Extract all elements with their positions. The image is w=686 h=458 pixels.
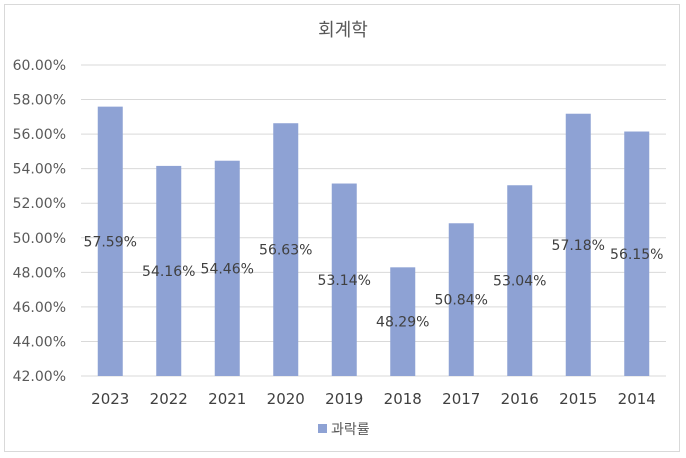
data-label-2021: 54.46%: [201, 261, 254, 277]
legend-swatch: [318, 424, 327, 433]
y-tick-label: 50.00%: [13, 231, 66, 247]
x-tick-label: 2021: [208, 390, 246, 408]
x-tick-label: 2022: [150, 390, 188, 408]
bar-2015: [565, 113, 591, 377]
data-label-2018: 48.29%: [376, 315, 429, 331]
data-label-2015: 57.18%: [552, 238, 605, 254]
data-label-2020: 56.63%: [259, 243, 312, 259]
bar-2014: [624, 131, 650, 376]
bar-2021: [214, 160, 240, 376]
bar-2016: [507, 185, 533, 376]
data-labels: 57.59% 54.16% 54.46% 56.63% 53.14% 48.29% 50.8…: [84, 234, 664, 330]
bar-2018: [390, 267, 416, 376]
y-tick-label: 48.00%: [13, 265, 66, 281]
data-label-2023: 57.59%: [84, 234, 137, 250]
y-tick-label: 58.00%: [13, 93, 66, 109]
x-tick-label: 2016: [501, 390, 539, 408]
legend: 과락률: [318, 422, 370, 438]
y-tick-label: 54.00%: [13, 162, 66, 178]
x-tick-label: 2014: [618, 390, 656, 408]
y-tick-label: 56.00%: [13, 127, 66, 143]
y-tick-label: 42.00%: [13, 369, 66, 385]
y-tick-label: 46.00%: [13, 300, 66, 316]
chart-title: 회계학: [318, 20, 368, 41]
bar-2019: [331, 183, 357, 376]
data-label-2022: 54.16%: [142, 264, 195, 280]
y-tick-label: 44.00%: [13, 334, 66, 350]
data-label-2019: 53.14%: [318, 273, 371, 289]
bars: [97, 106, 650, 377]
y-axis-ticks: 60.00% 58.00% 56.00% 54.00% 52.00% 50.00% 48.0…: [13, 58, 66, 385]
bar-2023: [97, 106, 123, 377]
legend-label: 과락률: [331, 422, 370, 438]
x-tick-label: 2018: [384, 390, 422, 408]
bar-2022: [156, 165, 182, 376]
data-label-2017: 50.84%: [435, 293, 488, 309]
bar-2020: [273, 123, 299, 377]
x-axis-ticks: 2023 2022 2021 2020 2019 2018 2017 2016 2015 2014: [91, 390, 656, 408]
data-label-2014: 56.15%: [610, 247, 663, 263]
x-tick-label: 2020: [267, 390, 305, 408]
x-tick-label: 2015: [559, 390, 597, 408]
y-tick-label: 60.00%: [13, 58, 66, 74]
x-tick-label: 2017: [442, 390, 480, 408]
x-tick-label: 2019: [325, 390, 363, 408]
bar-2017: [448, 223, 474, 376]
x-tick-label: 2023: [91, 390, 129, 408]
data-label-2016: 53.04%: [493, 274, 546, 290]
y-tick-label: 52.00%: [13, 196, 66, 212]
